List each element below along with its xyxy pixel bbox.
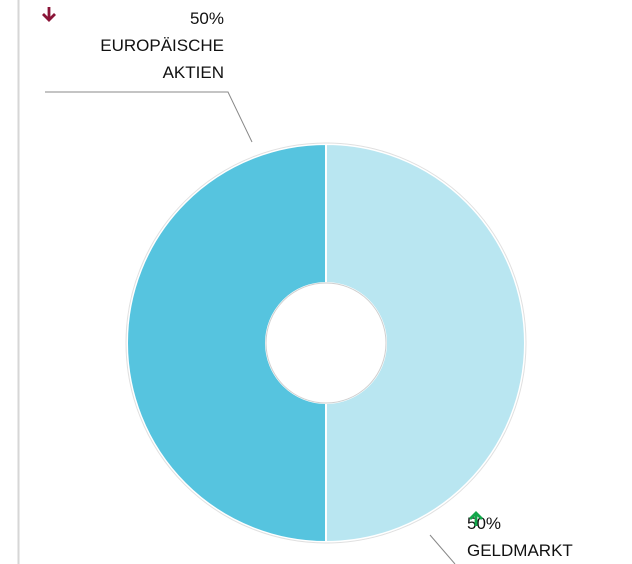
label-europaeische-aktien: 50% EUROPÄISCHE AKTIEN bbox=[40, 5, 224, 86]
value-row: 50% bbox=[40, 5, 224, 32]
value-label: 50% bbox=[189, 9, 224, 28]
category-label: GELDMARKT bbox=[467, 541, 573, 560]
leader-line bbox=[45, 91, 253, 143]
label-geldmarkt: 50% GELDMARKT bbox=[467, 510, 627, 564]
leader-line bbox=[429, 534, 456, 564]
up-arrow bbox=[469, 511, 483, 526]
down-arrow bbox=[42, 7, 56, 22]
value-row: 50% bbox=[467, 510, 627, 537]
outer-ring bbox=[125, 142, 527, 544]
donut-hole bbox=[265, 282, 387, 404]
category-label: EUROPÄISCHE AKTIEN bbox=[100, 36, 224, 82]
